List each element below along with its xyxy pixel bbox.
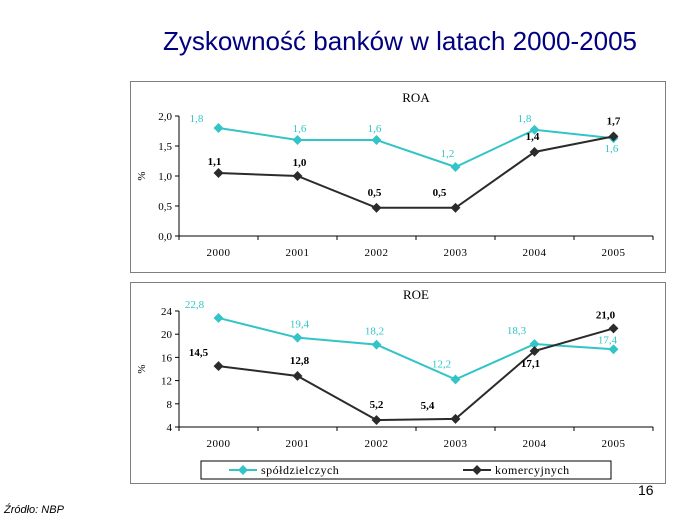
roe-x-tick-label: 2003 (444, 438, 468, 450)
roe-commercial-line (218, 327, 614, 422)
roe-commercial-point (292, 371, 303, 381)
roe-y-tick-label: 4 (167, 422, 173, 434)
roe-x-tick-label: 2004 (523, 438, 547, 450)
roa-commercial-point (213, 168, 224, 178)
roa-cooperative-data-label: 1,8 (518, 113, 532, 125)
roa-cooperative-data-label: 1,8 (190, 113, 204, 125)
roe-commercial-point (529, 346, 540, 356)
roa-commercial-data-label: 1,0 (293, 157, 307, 169)
roa-commercial-data-label: 0,5 (368, 187, 382, 199)
roe-commercial-data-label: 17,1 (521, 358, 540, 370)
roe-commercial-data-label: 5,2 (370, 399, 384, 411)
roe-commercial-data-label: 5,4 (421, 400, 435, 412)
roe-commercial-data-label: 21,0 (596, 309, 616, 321)
roe-cooperative-point (292, 332, 303, 343)
roe-x-tick-label: 2001 (286, 438, 310, 450)
legend-cooperative-marker (238, 465, 248, 475)
roe-cooperative-data-label: 22,8 (185, 299, 205, 311)
roe-cooperative-line (218, 316, 614, 381)
roa-commercial-data-label: 1,4 (526, 131, 540, 143)
roe-commercial-data-label: 12,8 (290, 355, 310, 367)
page-number: 16 (638, 482, 654, 498)
roe-commercial-point (213, 361, 224, 372)
roa-x-tick-label: 2000 (207, 247, 231, 259)
roe-cooperative-data-label: 18,2 (365, 326, 384, 338)
legend-cooperative-label: spółdzielczych (261, 463, 339, 477)
roa-cooperative-point (292, 135, 303, 145)
roa-commercial-point (529, 147, 540, 157)
roe-y-tick-label: 8 (167, 399, 173, 411)
roa-commercial-point (450, 202, 461, 213)
roe-cooperative-point (529, 339, 540, 350)
roa-x-tick-label: 2002 (365, 247, 389, 259)
roa-commercial-data-label: 0,5 (433, 187, 447, 199)
roa-x-tick-label: 2003 (444, 247, 468, 259)
roe-y-axis-label: % (136, 364, 148, 373)
roe-legend (200, 460, 612, 480)
roa-cooperative-data-label: 1,6 (368, 123, 382, 135)
roe-commercial-point (371, 415, 382, 425)
roa-commercial-point (608, 131, 619, 142)
roa-commercial-data-label: 1,7 (607, 115, 621, 127)
roe-x-tick-label: 2002 (365, 438, 389, 450)
roa-cooperative-point (371, 135, 382, 145)
roa-cooperative-point (213, 123, 224, 133)
roa-chart: ROA 0,0 0,5 1,0 1,5 2,0% 2000 2001 2002 2003 2004 2… (136, 90, 654, 259)
roa-y-tick-label: 1,5 (158, 141, 172, 153)
roe-chart-panel: ROE 4 8 12 16 20 24% 2000 2001 2002 2003 2004 2005 22… (130, 282, 666, 484)
roa-chart-title: ROA (402, 90, 430, 105)
roa-cooperative-data-label: 1,6 (293, 123, 307, 135)
roe-y-tick-label: 16 (161, 352, 173, 364)
roe-commercial-data-label: 14,5 (189, 347, 209, 359)
roa-y-tick-label: 1,0 (158, 171, 172, 183)
roa-cooperative-point (529, 124, 540, 135)
roa-commercial-data-label: 1,1 (208, 156, 222, 168)
roe-chart: ROE 4 8 12 16 20 24% 2000 2001 2002 2003 2004 2005 22… (136, 287, 654, 480)
roe-cooperative-data-label: 19,4 (290, 319, 310, 331)
roe-cooperative-point (213, 313, 224, 323)
roa-cooperative-line (218, 127, 614, 169)
roe-cooperative-data-label: 17,4 (598, 334, 618, 346)
roe-cooperative-point (608, 344, 619, 355)
roe-y-tick-label: 12 (161, 376, 172, 388)
roa-cooperative-data-label: 1,6 (605, 143, 619, 155)
roe-y-tick-label: 24 (161, 306, 173, 318)
source-note: Źródło: NBP (4, 504, 64, 516)
roa-commercial-point (292, 171, 303, 181)
roa-x-tick-label: 2005 (602, 247, 626, 259)
roa-y-tick-label: 0,5 (158, 201, 172, 213)
roe-y-tick-label: 20 (161, 329, 173, 341)
roa-x-tick-label: 2004 (523, 247, 547, 259)
roa-commercial-point (371, 202, 382, 213)
page-title: Zyskowność banków w latach 2000-2005 (162, 26, 638, 56)
roe-cooperative-point (371, 339, 382, 350)
roa-cooperative-data-label: 1,2 (441, 148, 455, 160)
roe-cooperative-point (450, 374, 461, 385)
legend-commercial-label: komercyjnych (495, 463, 570, 477)
roa-commercial-line (218, 135, 614, 209)
roa-y-tick-label: 0,0 (158, 231, 172, 243)
roe-cooperative-data-label: 12,2 (432, 358, 451, 370)
roe-x-tick-label: 2000 (207, 438, 231, 450)
roa-y-axis-label: % (136, 171, 148, 180)
roa-x-tick-label: 2001 (286, 247, 310, 259)
roa-chart-panel: ROA 0,0 0,5 1,0 1,5 2,0% 2000 2001 2002 2003 2004 2… (130, 81, 666, 273)
roe-chart-title: ROE (403, 287, 429, 302)
roa-cooperative-point (450, 162, 461, 172)
roe-x-tick-label: 2005 (602, 438, 626, 450)
roe-cooperative-data-label: 18,3 (507, 325, 527, 337)
roa-y-tick-label: 2,0 (158, 111, 172, 123)
roe-commercial-point (608, 323, 619, 334)
